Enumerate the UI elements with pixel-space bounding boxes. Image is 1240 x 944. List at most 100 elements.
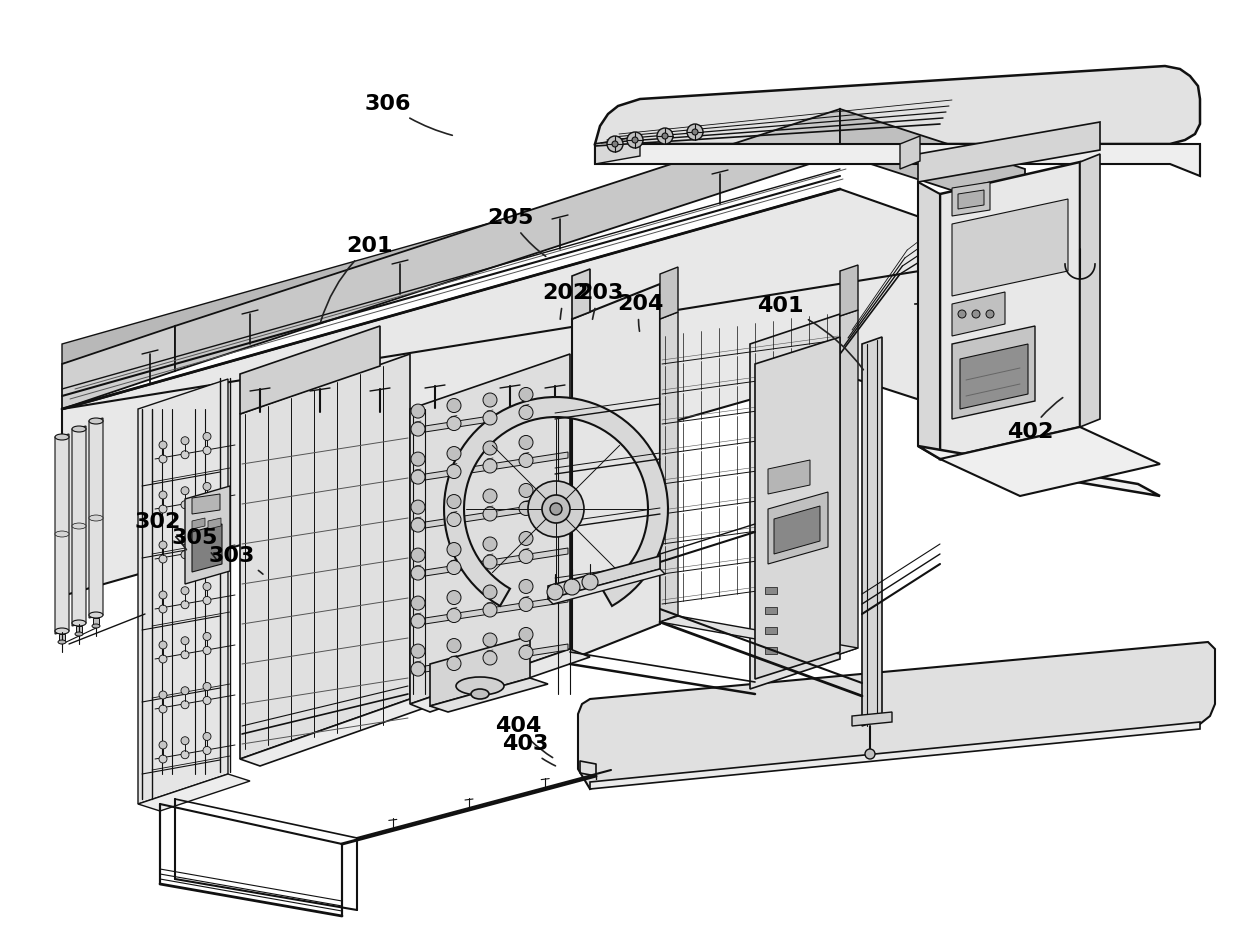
Circle shape <box>410 596 425 610</box>
Circle shape <box>203 482 211 491</box>
Circle shape <box>446 609 461 622</box>
Text: 205: 205 <box>487 208 546 257</box>
Ellipse shape <box>456 677 503 695</box>
Circle shape <box>484 603 497 617</box>
Circle shape <box>181 650 188 659</box>
Circle shape <box>159 441 167 449</box>
Polygon shape <box>578 642 1215 789</box>
Circle shape <box>181 750 188 759</box>
Circle shape <box>582 574 598 590</box>
Circle shape <box>181 736 188 745</box>
Circle shape <box>203 532 211 541</box>
Circle shape <box>203 697 211 704</box>
Circle shape <box>446 543 461 557</box>
Circle shape <box>203 582 211 590</box>
Circle shape <box>972 310 980 318</box>
Polygon shape <box>410 354 570 704</box>
Text: 203: 203 <box>577 283 624 319</box>
Polygon shape <box>768 460 810 494</box>
Polygon shape <box>572 284 660 659</box>
Circle shape <box>159 455 167 463</box>
Polygon shape <box>430 678 548 712</box>
Circle shape <box>159 641 167 649</box>
Polygon shape <box>918 446 1159 496</box>
Circle shape <box>632 137 639 143</box>
Circle shape <box>446 638 461 652</box>
Polygon shape <box>750 314 839 689</box>
Circle shape <box>203 497 211 504</box>
Circle shape <box>181 537 188 545</box>
Circle shape <box>410 566 425 580</box>
Circle shape <box>520 580 533 594</box>
Circle shape <box>986 310 994 318</box>
Circle shape <box>203 597 211 604</box>
Polygon shape <box>62 189 1025 596</box>
Circle shape <box>520 387 533 401</box>
Text: 305: 305 <box>172 528 218 560</box>
Polygon shape <box>548 569 665 604</box>
Polygon shape <box>410 649 590 712</box>
Circle shape <box>203 647 211 654</box>
Circle shape <box>159 505 167 513</box>
Circle shape <box>542 495 570 523</box>
Circle shape <box>520 646 533 660</box>
Circle shape <box>520 501 533 515</box>
Polygon shape <box>192 524 222 572</box>
Circle shape <box>446 591 461 604</box>
Polygon shape <box>1080 154 1100 427</box>
Polygon shape <box>952 292 1004 336</box>
Circle shape <box>687 124 703 140</box>
Text: 201: 201 <box>321 236 393 321</box>
Ellipse shape <box>89 418 103 424</box>
Circle shape <box>203 547 211 554</box>
Polygon shape <box>175 109 839 371</box>
Bar <box>765 587 777 594</box>
Text: 302: 302 <box>135 512 186 549</box>
Ellipse shape <box>72 523 86 529</box>
Text: 403: 403 <box>502 734 556 766</box>
Polygon shape <box>412 404 568 434</box>
Polygon shape <box>241 354 410 759</box>
Circle shape <box>520 453 533 467</box>
Circle shape <box>181 700 188 709</box>
Circle shape <box>613 141 618 147</box>
Text: 303: 303 <box>208 546 263 574</box>
Circle shape <box>959 310 966 318</box>
Polygon shape <box>72 426 86 626</box>
Circle shape <box>410 422 425 436</box>
Text: 404: 404 <box>495 716 553 758</box>
Circle shape <box>446 398 461 413</box>
Circle shape <box>159 691 167 699</box>
Polygon shape <box>918 122 1100 182</box>
Circle shape <box>446 561 461 575</box>
Circle shape <box>159 655 167 663</box>
Polygon shape <box>660 616 858 654</box>
Polygon shape <box>89 418 103 618</box>
Polygon shape <box>960 344 1028 409</box>
Circle shape <box>446 447 461 461</box>
Polygon shape <box>774 506 820 554</box>
Circle shape <box>520 628 533 642</box>
Circle shape <box>484 633 497 647</box>
Circle shape <box>547 584 563 600</box>
Circle shape <box>181 437 188 445</box>
Bar <box>60 634 64 642</box>
Ellipse shape <box>72 620 86 626</box>
Circle shape <box>484 537 497 551</box>
Polygon shape <box>590 722 1200 789</box>
Polygon shape <box>192 494 219 514</box>
Circle shape <box>410 548 425 562</box>
Bar <box>76 626 82 634</box>
Circle shape <box>181 450 188 459</box>
Circle shape <box>484 459 497 473</box>
Circle shape <box>181 550 188 559</box>
Text: 306: 306 <box>365 94 453 135</box>
Text: 402: 402 <box>1007 397 1063 442</box>
Text: 202: 202 <box>542 283 588 319</box>
Circle shape <box>203 747 211 754</box>
Circle shape <box>662 133 668 139</box>
Polygon shape <box>952 182 990 216</box>
Circle shape <box>608 136 622 152</box>
Polygon shape <box>595 66 1200 144</box>
Circle shape <box>657 128 673 144</box>
